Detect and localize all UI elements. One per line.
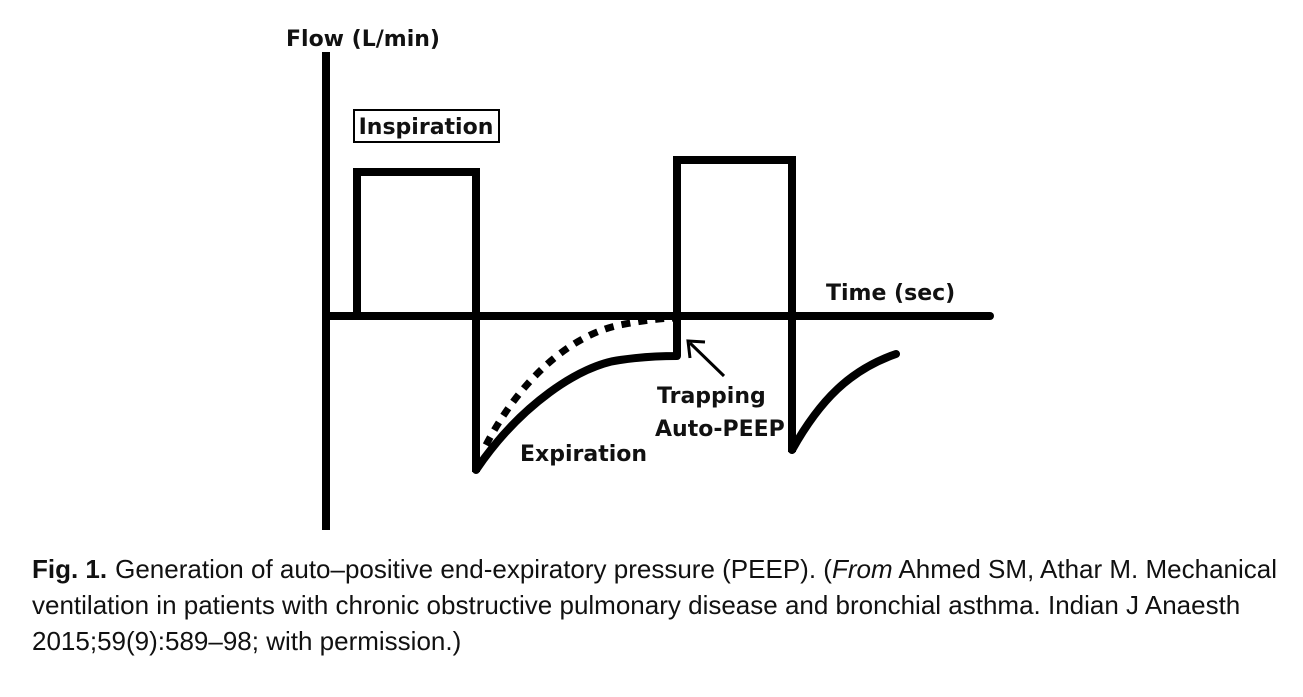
trapping-arrow-head xyxy=(686,339,706,359)
second-expiration-curve xyxy=(788,350,900,454)
expiration-label: Expiration xyxy=(520,442,647,467)
x-axis-label: Time (sec) xyxy=(826,281,955,306)
caption-source-word: From xyxy=(831,554,893,584)
expiration-curve-normal xyxy=(482,314,678,447)
trapping-label: Trapping xyxy=(657,384,766,409)
trapping-arrow-shaft xyxy=(688,341,726,378)
flow-time-diagram: Inspiration Flow (L/min) Time (sec) Trap… xyxy=(286,27,994,530)
figure-caption: Fig. 1. Generation of auto–positive end-e… xyxy=(32,551,1277,659)
caption-lead: Generation of auto–positive end-expirato… xyxy=(115,554,832,584)
expiration-curve-trapping xyxy=(472,312,681,474)
figure-number: Fig. 1. xyxy=(32,554,108,584)
caption-citation: Ahmed SM, Athar M. Mechanical ventilatio… xyxy=(32,554,1277,656)
inspiration-label: Inspiration xyxy=(359,115,494,140)
diagram-canvas: Inspiration Flow (L/min) Time (sec) Trap… xyxy=(286,27,994,530)
first-inspiration-wave xyxy=(353,168,480,316)
second-inspiration-wave xyxy=(673,156,796,316)
y-axis-label: Flow (L/min) xyxy=(286,27,440,52)
inspiration-label-box xyxy=(353,109,500,143)
autopeep-label: Auto-PEEP xyxy=(655,417,785,442)
